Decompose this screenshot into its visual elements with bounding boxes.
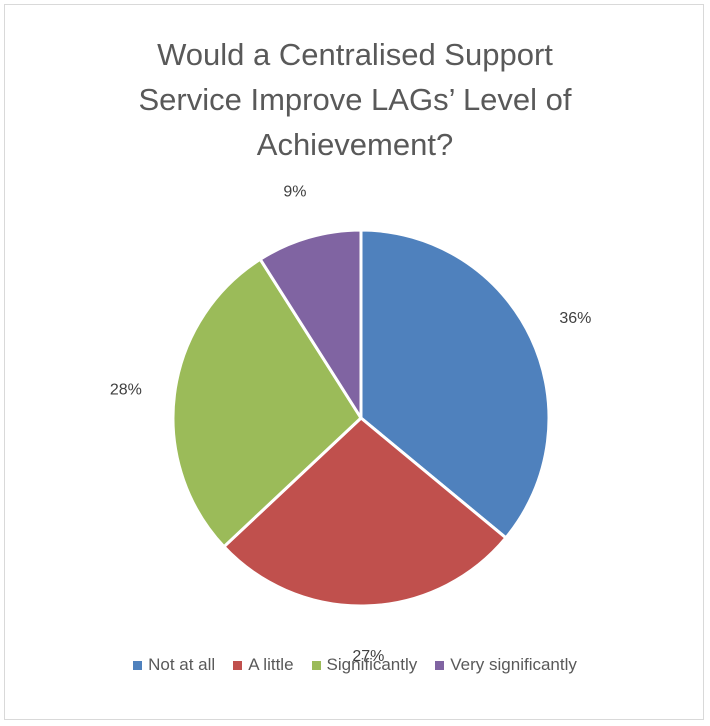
pie-slice-not-at-all xyxy=(359,228,551,540)
legend-label: Very significantly xyxy=(450,655,577,674)
chart-title-line-2: Service Improve LAGs’ Level of xyxy=(138,82,572,117)
legend-label: A little xyxy=(248,655,294,674)
legend-item-a-little: A little xyxy=(233,655,294,675)
data-label-very-significantly: 9% xyxy=(283,183,306,200)
chart-legend: Not at all A little Significantly Very sign… xyxy=(0,653,710,677)
data-label-not-at-all: 36% xyxy=(559,310,591,327)
data-label-significantly: 28% xyxy=(110,381,142,398)
legend-swatch xyxy=(435,660,445,670)
legend-swatch xyxy=(233,660,243,670)
data-label-a-little: 27% xyxy=(352,648,384,665)
pie-slice-very-significantly xyxy=(258,228,363,420)
legend-swatch xyxy=(311,660,321,670)
legend-label: Significantly xyxy=(326,655,418,674)
legend-item-not-at-all: Not at all xyxy=(133,655,215,675)
chart-title: Would a Centralised Support Service Impr… xyxy=(0,32,710,167)
legend-item-significantly: Significantly xyxy=(311,655,418,675)
chart-title-line-3: Achievement? xyxy=(256,127,454,162)
pie-slice-significantly xyxy=(171,257,363,549)
pie-slice-a-little xyxy=(222,416,508,608)
legend-item-very-significantly: Very significantly xyxy=(435,655,577,675)
legend-swatch xyxy=(133,660,143,670)
legend-label: Not at all xyxy=(148,655,216,674)
chart-title-line-1: Would a Centralised Support xyxy=(157,37,553,72)
